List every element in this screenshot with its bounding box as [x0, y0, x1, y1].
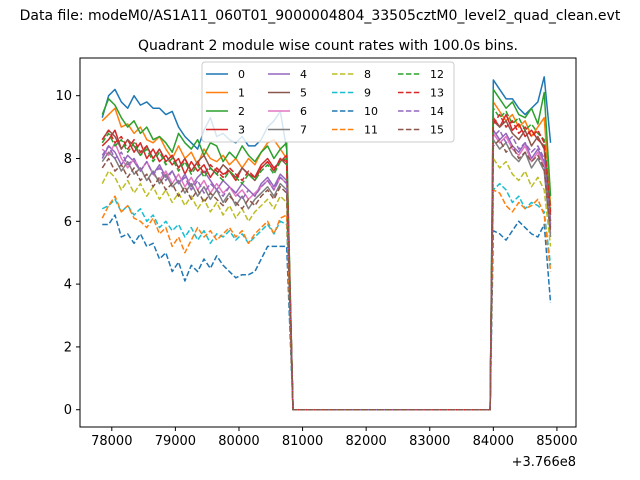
legend-label-6: 6 [300, 105, 307, 118]
x-tick-label: 84000 [473, 434, 514, 449]
legend-label-1: 1 [238, 87, 245, 100]
legend-box [201, 61, 455, 143]
legend-label-7: 7 [300, 124, 307, 137]
axes-frame [79, 57, 577, 428]
legend-label-14: 14 [430, 105, 444, 118]
y-tick-label: 2 [64, 340, 72, 355]
series-line-8 [101, 157, 552, 411]
x-tick-label: 79000 [155, 434, 196, 449]
x-axis: 78000 79000 80000 81000 82000 83000 84000 85000 [91, 427, 578, 449]
series-line-7 [101, 138, 552, 411]
chart-title: Quadrant 2 module wise count rates with … [138, 38, 518, 54]
x-offset-label: +3.766e8 [512, 455, 576, 470]
x-tick-label: 81000 [282, 434, 323, 449]
x-tick-label: 80000 [218, 434, 259, 449]
x-tick-label: 78000 [91, 434, 132, 449]
series-line-14 [101, 129, 552, 411]
legend-label-0: 0 [238, 68, 245, 81]
x-tick-label: 82000 [345, 434, 386, 449]
legend-label-11: 11 [364, 124, 378, 137]
series-line-11 [101, 189, 552, 411]
x-tick-label: 85000 [536, 434, 577, 449]
legend-label-8: 8 [364, 68, 371, 81]
legend-label-10: 10 [364, 105, 378, 118]
series-line-15 [101, 138, 552, 411]
series-line-9 [101, 182, 552, 411]
y-tick-label: 0 [64, 403, 72, 418]
legend-label-4: 4 [300, 68, 307, 81]
series-line-12 [101, 107, 552, 411]
series-line-4 [101, 129, 552, 411]
legend-label-15: 15 [430, 124, 444, 137]
legend-label-5: 5 [300, 87, 307, 100]
legend-label-3: 3 [238, 124, 245, 137]
legend-label-2: 2 [238, 105, 245, 118]
y-tick-label: 8 [64, 152, 72, 167]
series-lines [101, 76, 552, 411]
legend-label-9: 9 [364, 87, 371, 100]
chart-suptitle: Data file: modeM0/AS1A11_060T01_90000048… [20, 8, 621, 24]
y-tick-label: 10 [55, 89, 72, 104]
series-line-10 [102, 214, 552, 411]
y-axis: 0 2 4 6 8 10 [55, 89, 80, 418]
legend-label-12: 12 [430, 68, 444, 81]
legend-label-13: 13 [430, 87, 444, 100]
y-tick-label: 4 [64, 278, 72, 293]
x-tick-label: 83000 [409, 434, 450, 449]
y-tick-label: 6 [64, 215, 72, 230]
